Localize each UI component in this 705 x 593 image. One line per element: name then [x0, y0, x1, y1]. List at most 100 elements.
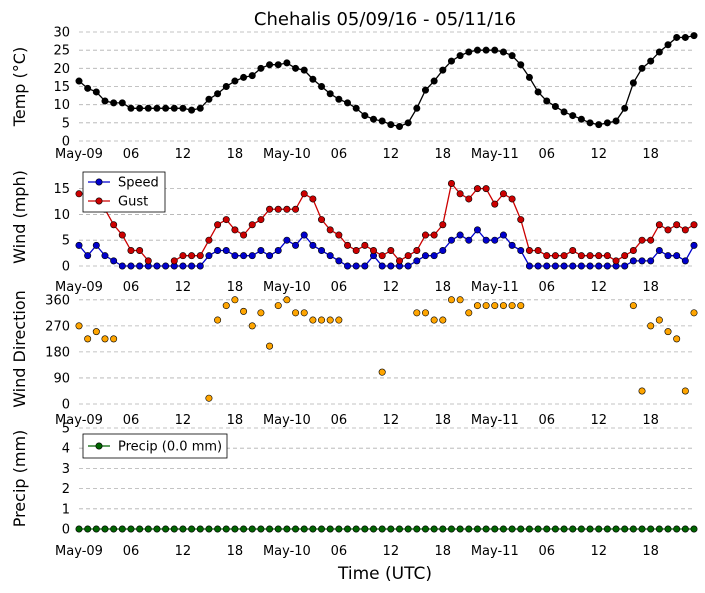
wind-y-tick-label: 0	[62, 260, 70, 275]
temp-data-point	[655, 48, 663, 56]
precip-data-point	[629, 525, 637, 533]
temp-data-point	[361, 112, 369, 120]
wind-y-tick-label: 15	[53, 182, 70, 197]
wind-data-point	[629, 247, 637, 255]
precip-y-tick-label: 1	[62, 502, 70, 517]
precip-data-point	[395, 525, 403, 533]
temp-data-point	[387, 121, 395, 129]
temp-data-point	[673, 33, 681, 41]
panel-temp: 0 5 10 15 20 25 30 Temp (°C) May-09 06 12 18 May-10 0…	[10, 26, 698, 162]
precip-data-point	[292, 525, 300, 533]
precip-y-tick-label: 3	[62, 462, 70, 477]
winddir-data-point	[439, 316, 447, 324]
temp-y-tick-label: 30	[53, 26, 70, 41]
wind-data-point	[690, 241, 698, 249]
precip-data-point	[179, 525, 187, 533]
temp-data-point	[214, 90, 222, 98]
wind-x-tick-label: 12	[590, 280, 607, 295]
temp-data-point	[222, 83, 230, 91]
temp-data-point	[482, 46, 490, 54]
temp-x-tick-label: 18	[435, 147, 452, 162]
winddir-series-1	[75, 296, 698, 402]
wind-data-point	[673, 252, 681, 260]
temp-data-point	[595, 121, 603, 129]
wind-data-point	[300, 231, 308, 239]
wind-legend-marker	[95, 178, 103, 186]
wind-data-point	[525, 262, 533, 270]
wind-data-point	[283, 236, 291, 244]
precip-data-point	[664, 525, 672, 533]
temp-y-tick-label: 25	[53, 44, 70, 59]
wind-data-point	[188, 252, 196, 260]
temp-data-point	[621, 104, 629, 112]
temp-data-point	[473, 46, 481, 54]
temp-data-point	[603, 119, 611, 127]
temp-data-point	[196, 104, 204, 112]
temp-data-point	[525, 73, 533, 81]
temp-x-tick-label: 06	[331, 147, 348, 162]
temp-data-point	[257, 64, 265, 72]
temp-data-point	[248, 72, 256, 80]
precip-data-point	[534, 525, 542, 533]
winddir-data-point	[647, 322, 655, 330]
wind-series-1	[75, 226, 698, 270]
wind-x-tick-label: 18	[435, 280, 452, 295]
winddir-data-point	[629, 302, 637, 310]
wind-data-point	[179, 252, 187, 260]
wind-data-point	[257, 216, 265, 224]
wind-data-point	[231, 252, 239, 260]
wind-data-point	[586, 252, 594, 260]
wind-x-tick-label: 18	[227, 280, 244, 295]
winddir-data-point	[248, 322, 256, 330]
precip-data-point	[144, 525, 152, 533]
precip-data-point	[231, 525, 239, 533]
wind-data-point	[110, 221, 118, 229]
winddir-x-tick-label: 06	[538, 413, 555, 428]
temp-data-point	[629, 79, 637, 87]
temp-y-tick-label: 20	[53, 62, 70, 77]
wind-data-point	[370, 247, 378, 255]
precip-data-point	[361, 525, 369, 533]
temp-data-point	[309, 75, 317, 83]
wind-data-point	[447, 236, 455, 244]
precip-data-point	[101, 525, 109, 533]
wind-data-point	[136, 247, 144, 255]
precip-data-point	[240, 525, 248, 533]
wind-data-point	[681, 257, 689, 265]
precip-data-point	[344, 525, 352, 533]
wind-data-point	[569, 262, 577, 270]
temp-data-point	[404, 119, 412, 127]
precip-data-point	[456, 525, 464, 533]
temp-data-point	[110, 99, 118, 107]
precip-data-point	[162, 525, 170, 533]
precip-data-point	[387, 525, 395, 533]
wind-data-point	[231, 226, 239, 234]
precip-data-point	[482, 525, 490, 533]
wind-data-point	[482, 236, 490, 244]
precip-data-point	[136, 525, 144, 533]
precip-data-point	[430, 525, 438, 533]
x-axis-label: Time (UTC)	[337, 564, 432, 584]
wind-data-point	[205, 252, 213, 260]
temp-data-point	[170, 104, 178, 112]
temp-data-point	[439, 66, 447, 74]
precip-data-point	[473, 525, 481, 533]
temp-y-tick-label: 5	[62, 116, 70, 131]
precip-x-tick-label: 12	[175, 544, 192, 559]
wind-data-point	[543, 252, 551, 260]
wind-data-point	[318, 216, 326, 224]
winddir-data-point	[335, 316, 343, 324]
wind-x-tick-label: 06	[538, 280, 555, 295]
temp-data-point	[300, 66, 308, 74]
wind-data-point	[482, 185, 490, 193]
precip-data-point	[248, 525, 256, 533]
winddir-data-point	[214, 316, 222, 324]
precip-data-point	[569, 525, 577, 533]
wind-data-point	[387, 262, 395, 270]
temp-data-point	[144, 104, 152, 112]
winddir-data-point	[465, 309, 473, 317]
wind-data-point	[525, 247, 533, 255]
precip-x-tick-label: 06	[538, 544, 555, 559]
precip-data-point	[370, 525, 378, 533]
